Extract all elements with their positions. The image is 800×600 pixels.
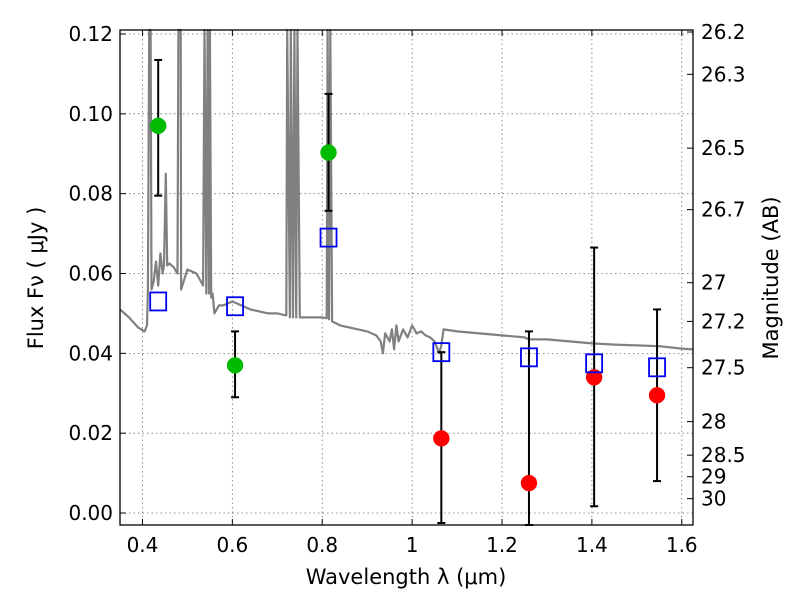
x-tick-label: 0.4 [127,533,159,557]
y-tick-label: 0.10 [68,102,113,126]
y-tick-label: 0.04 [68,341,113,365]
y-tick-label: 0.12 [68,22,113,46]
magnitude-tick-label: 30 [701,487,726,511]
model-square-marker [432,342,451,363]
magnitude-tick-label: 26.7 [701,198,746,222]
y-axis-ticks: 0.00 0.02 0.04 0.06 0.08 0.10 0.12 [68,22,126,525]
x-tick-label: 0.8 [306,533,338,557]
red-point [648,387,666,404]
model-square-marker [319,227,338,248]
y-tick-label: 0.02 [68,421,113,445]
plot-frame [119,29,694,526]
magnitude-tick-label: 28 [701,410,726,434]
spectrum-line [119,28,694,355]
markers-layer [149,117,666,492]
x-tick-label: 1.6 [666,533,698,557]
red-point [520,474,538,492]
magnitude-tick-label: 27 [701,271,726,295]
green-point [226,357,244,374]
grid-lines [120,30,693,525]
x-axis-ticks: 0.4 0.6 0.8 1 1.2 1.4 1.6 [127,30,698,557]
x-axis-title: Wavelength λ (μm) [306,565,507,589]
magnitude-tick-label: 26.3 [701,62,746,86]
magnitude-axis-title: Magnitude (AB) [759,196,783,359]
x-tick-label: 1.4 [576,533,608,557]
model-square-marker [520,347,538,368]
red-point [585,369,603,386]
model-square-marker [585,353,604,374]
magnitude-tick-label: 27.5 [701,356,746,380]
error-bars-layer [154,58,662,526]
magnitude-tick-label: 29 [701,465,726,489]
model-square-marker [226,296,244,317]
magnitude-tick-label: 26.2 [701,20,746,44]
y-tick-label: 0.06 [68,262,113,286]
x-tick-label: 1.2 [486,533,518,557]
model-square-marker [648,357,666,378]
spectrum-layer [119,28,694,355]
magnitude-tick-label: 28.5 [701,443,746,467]
y-axis-title: Flux Fν ( μJy ) [24,207,48,350]
red-point [433,430,450,447]
y-tick-label: 0.08 [68,182,113,206]
green-point [320,144,337,161]
x-tick-label: 1 [406,533,419,557]
magnitude-tick-label: 27.2 [701,309,746,333]
y-tick-label: 0.00 [68,501,113,525]
magnitude-tick-label: 26.5 [701,136,746,160]
x-tick-label: 0.6 [216,533,248,557]
green-point [149,117,167,135]
model-square-marker [149,291,168,312]
